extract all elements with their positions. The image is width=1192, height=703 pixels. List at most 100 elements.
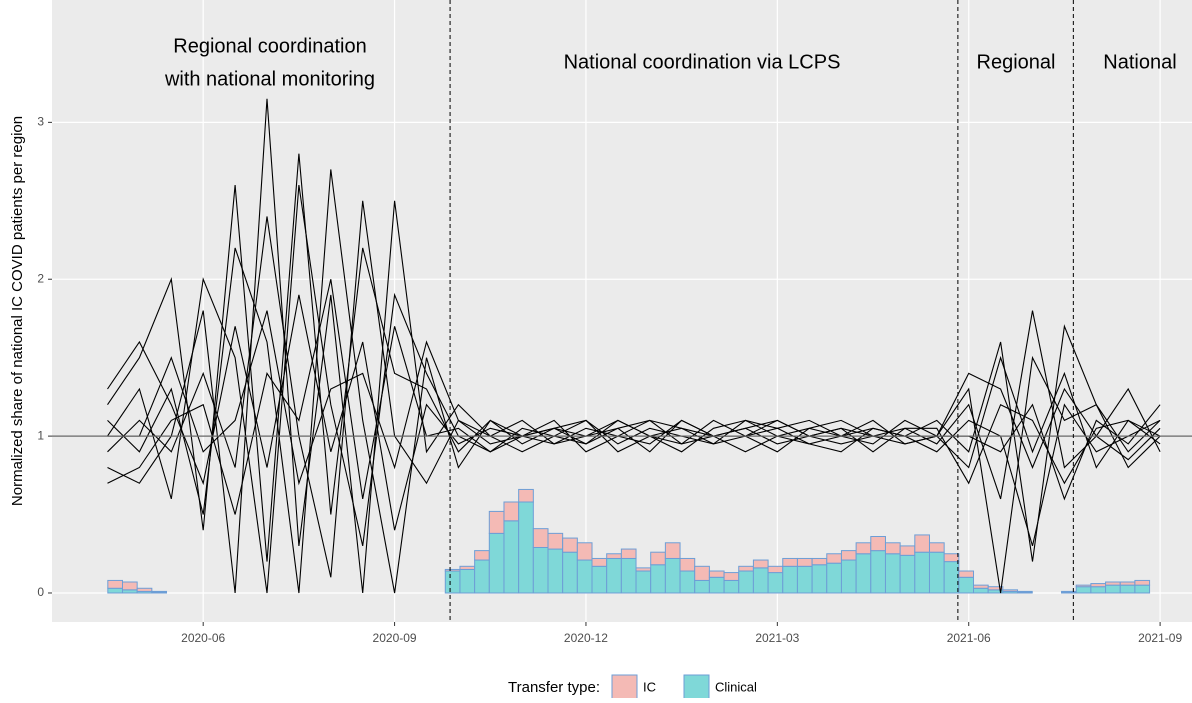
bar-segment	[1105, 581, 1121, 586]
bar-segment	[459, 565, 476, 570]
bar-segment	[752, 567, 769, 594]
annotation: National coordination via LCPS	[564, 51, 841, 73]
bar-segment	[503, 520, 520, 594]
x-tick-label: 2021-06	[947, 631, 991, 645]
bar-segment	[870, 536, 886, 552]
x-tick-label: 2020-09	[373, 631, 417, 645]
bar-segment	[1061, 590, 1077, 593]
legend: Transfer type: IC Clinical	[508, 674, 757, 701]
bar-segment	[767, 565, 784, 574]
bar-segment	[562, 551, 578, 594]
y-tick-label: 3	[37, 115, 44, 129]
bar-segment	[767, 572, 784, 594]
bar-segment	[620, 557, 637, 594]
x-tick-label: 2020-12	[564, 631, 608, 645]
bar-segment	[796, 557, 813, 567]
bar-segment	[738, 565, 754, 572]
bar-segment	[459, 568, 476, 594]
x-tick-label: 2021-03	[755, 631, 799, 645]
bar-segment	[840, 559, 857, 594]
bar-segment	[796, 565, 813, 594]
legend-key	[611, 674, 638, 701]
axes: 2020-06 2020-09 2020-12 2021-03 2021-06 2021-…	[37, 115, 1182, 646]
bar-segment	[664, 542, 681, 559]
bar-segment	[444, 568, 461, 572]
bar-segment	[1017, 590, 1033, 593]
bar-segment	[1119, 584, 1136, 594]
bar-segment	[151, 590, 168, 593]
bar-segment	[576, 542, 593, 561]
bar-segment	[723, 572, 740, 581]
bar-segment	[855, 542, 872, 555]
bar-segment	[474, 559, 490, 594]
bar-segment	[474, 550, 490, 561]
bar-segment	[121, 581, 138, 591]
bar-segment	[782, 557, 798, 567]
lines	[107, 98, 1161, 594]
bar-segment	[928, 542, 945, 553]
bar-segment	[782, 565, 798, 594]
bar-segment	[840, 550, 857, 561]
bar-segment	[752, 559, 769, 569]
bar-segment	[1002, 589, 1019, 592]
bar-segment	[855, 553, 872, 594]
bar-segment	[107, 587, 123, 594]
bar-segment	[826, 562, 842, 594]
bar-segment	[107, 579, 123, 589]
bar-segment	[1134, 584, 1151, 594]
bar-segment	[1075, 584, 1092, 588]
x-tick-label: 2020-06	[181, 631, 225, 645]
legend-label: Clinical	[715, 679, 757, 694]
bar-segment	[943, 561, 960, 594]
bar-segment	[1105, 584, 1121, 594]
bar-segment	[958, 576, 975, 594]
bar-segment	[884, 553, 901, 594]
bar-segment	[928, 551, 945, 594]
bar-segment	[620, 548, 637, 559]
bar-segment	[635, 567, 652, 572]
annotation: with national monitoring	[164, 68, 375, 90]
bar-segment	[987, 586, 1004, 591]
y-axis-title: Normalized share of national IC COVID pa…	[9, 116, 26, 506]
bar-segment	[723, 579, 740, 594]
annotation: Regional	[977, 51, 1056, 73]
bar-segment	[136, 587, 153, 592]
bar-segment	[1119, 581, 1136, 586]
legend-title: Transfer type:	[508, 679, 600, 696]
bar-segment	[591, 565, 608, 594]
bar-segment	[635, 570, 652, 594]
bar-segment	[708, 576, 725, 594]
bar-segment	[708, 570, 725, 578]
bar-segment	[576, 559, 593, 594]
bar-segment	[547, 532, 564, 550]
bars	[107, 488, 1151, 594]
bar-segment	[679, 557, 696, 572]
y-tick-label: 2	[37, 271, 44, 285]
bar-segment	[914, 551, 930, 594]
bar-segment	[547, 548, 564, 594]
legend-key	[683, 674, 710, 701]
bar-segment	[1090, 583, 1107, 588]
bar-segment	[943, 553, 960, 563]
bar-segment	[606, 557, 622, 594]
bar-segment	[1134, 579, 1151, 586]
bar-segment	[650, 551, 666, 566]
bar-segment	[870, 550, 886, 594]
overlay: Regional coordination with national monit…	[52, 0, 1192, 622]
bar-segment	[958, 570, 975, 578]
bar-segment	[562, 537, 578, 553]
bar-segment	[973, 587, 989, 594]
x-tick-label: 2021-09	[1138, 631, 1182, 645]
bar-segment	[694, 579, 710, 594]
y-tick-label: 0	[37, 585, 44, 599]
bar-segment	[606, 553, 622, 559]
legend-label: IC	[643, 679, 656, 694]
annotation: National	[1103, 51, 1176, 73]
bar-segment	[973, 584, 989, 589]
bar-segment	[811, 557, 828, 566]
bar-segment	[444, 570, 461, 594]
bar-segment	[650, 564, 666, 594]
bar-segment	[518, 488, 534, 503]
bar-segment	[532, 528, 549, 548]
